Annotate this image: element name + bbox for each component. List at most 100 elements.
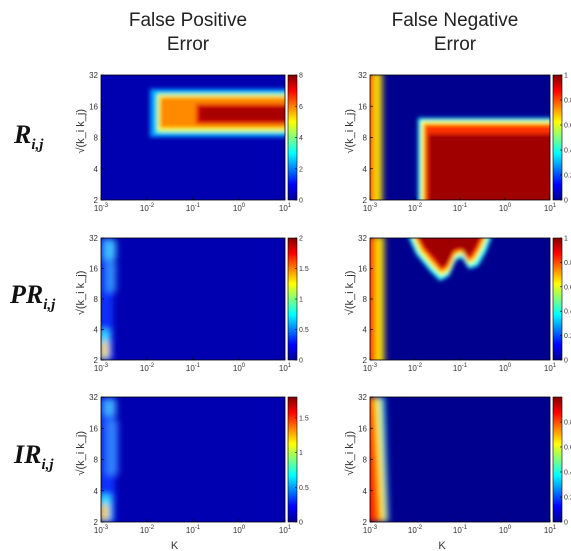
y-axis-label: √(k_i k_j) <box>344 271 356 316</box>
column-title-line-1: False Negative <box>392 10 519 31</box>
x-tick-label: 10-3 <box>94 203 109 213</box>
y-tick-label: 8 <box>94 456 99 465</box>
y-tick-label: 2 <box>363 196 368 205</box>
axes-0-0: 10-3 10-2 10-1 100 101 2 4 8 16 32 √(k_i k_j) 0 2 4 6 8 <box>75 71 303 213</box>
colorbar-tick-label: 0 <box>564 520 568 527</box>
x-tick-label: 10-3 <box>94 525 109 535</box>
y-tick-label: 16 <box>89 265 98 274</box>
row-label-pr: PRi,j <box>9 280 56 313</box>
y-tick-label: 16 <box>358 102 367 111</box>
x-tick-label: 10-3 <box>363 525 378 535</box>
y-tick-label: 4 <box>363 165 368 174</box>
x-tick-label: 10-2 <box>140 203 155 213</box>
x-tick-label: 101 <box>279 525 292 535</box>
colorbar-tick-label: 0.8 <box>564 260 571 267</box>
colorbar-tick-label: 0 <box>564 358 568 365</box>
column-title-false-negative: False Negative Error <box>392 10 519 55</box>
heatmap-panel-r-false-negative <box>370 75 550 200</box>
x-tick-label: 100 <box>499 363 512 373</box>
x-tick-label: 100 <box>233 203 246 213</box>
y-tick-label: 4 <box>363 487 368 496</box>
colorbar-tick-label: 0.6 <box>564 445 571 452</box>
colorbar-tick-label: 0.2 <box>564 173 571 180</box>
colorbar-tick-label: 0.2 <box>564 495 571 502</box>
y-tick-label: 2 <box>94 518 99 527</box>
colorbar-tick-label: 0.2 <box>564 333 571 340</box>
y-axis-label: √(k_i k_j) <box>75 271 87 316</box>
y-tick-label: 16 <box>89 102 98 111</box>
y-axis-label: √(k_i k_j) <box>75 431 87 476</box>
x-tick-label: 10-1 <box>186 363 201 373</box>
colorbar-tick-label: 0 <box>299 520 303 527</box>
x-tick-label: 10-1 <box>453 525 468 535</box>
colorbar-tick-label: 6 <box>299 104 303 111</box>
colorbar-tick-label: 1 <box>299 297 303 304</box>
colorbar-tick-label: 1.5 <box>299 415 309 422</box>
colorbar-tick-label: 1.5 <box>299 266 309 273</box>
axes-0-1: 10-3 10-2 10-1 100 101 2 4 8 16 32 √(k_i k_j) 0 0.2 0… <box>344 71 571 213</box>
colorbar-tick-label: 0.5 <box>299 327 309 334</box>
colorbar-tick-label: 2 <box>299 236 303 243</box>
colorbar-tick-label: 0 <box>299 358 303 365</box>
y-tick-label: 4 <box>94 165 99 174</box>
colorbar <box>552 237 563 361</box>
colorbar <box>552 74 563 201</box>
colorbar-tick-label: 0.6 <box>564 123 571 130</box>
x-tick-label: 10-2 <box>140 525 155 535</box>
y-tick-label: 2 <box>94 356 99 365</box>
colorbar <box>287 396 298 523</box>
y-axis-label: √(k_i k_j) <box>75 109 87 154</box>
y-tick-label: 16 <box>358 424 367 433</box>
x-tick-label: 10-2 <box>140 363 155 373</box>
column-title-line-2: Error <box>434 34 477 55</box>
colorbar-tick-label: 0.8 <box>564 98 571 105</box>
y-tick-label: 8 <box>363 456 368 465</box>
y-tick-label: 2 <box>363 518 368 527</box>
x-tick-label: 10-2 <box>408 363 423 373</box>
y-tick-label: 32 <box>89 71 98 80</box>
column-title-line-1: False Positive <box>129 10 247 31</box>
y-tick-label: 4 <box>94 487 99 496</box>
colorbar-tick-label: 0 <box>299 198 303 205</box>
column-title-line-2: Error <box>167 34 210 55</box>
y-tick-label: 8 <box>94 295 99 304</box>
x-tick-label: 10-3 <box>363 363 378 373</box>
x-tick-label: 100 <box>499 525 512 535</box>
axes-2-1: 10-3 10-2 10-1 100 101 2 4 8 16 32 √(k_i k_j) 0 0.2 0… <box>344 393 571 535</box>
x-tick-label: 100 <box>233 525 246 535</box>
x-axis-label: K <box>171 540 179 551</box>
colorbar <box>552 396 563 523</box>
axes-1-0: 10-3 10-2 10-1 100 101 2 4 8 16 32 √(k_i k_j) 0 0.5 1… <box>75 234 309 373</box>
x-tick-label: 101 <box>544 363 557 373</box>
colorbar-tick-label: 0.4 <box>564 309 571 316</box>
y-tick-label: 32 <box>358 393 367 402</box>
y-tick-label: 4 <box>94 326 99 335</box>
x-tick-label: 101 <box>544 203 557 213</box>
colorbar-tick-label: 1 <box>564 236 568 243</box>
y-tick-label: 32 <box>89 393 98 402</box>
x-tick-label: 10-3 <box>363 203 378 213</box>
colorbar-tick-label: 0.8 <box>564 420 571 427</box>
colorbar-tick-label: 0 <box>564 198 568 205</box>
y-tick-label: 16 <box>89 424 98 433</box>
column-title-false-positive: False Positive Error <box>129 10 247 55</box>
row-label-r: Ri,j <box>13 120 44 153</box>
x-axis-label: K <box>438 540 446 551</box>
heatmap-panel-ir-false-positive <box>101 397 285 522</box>
colorbar-tick-label: 0.4 <box>564 148 571 155</box>
y-tick-label: 32 <box>89 234 98 243</box>
heatmap-panel-r-false-positive <box>101 75 285 200</box>
x-tick-label: 10-1 <box>186 203 201 213</box>
y-axis-label: √(k_i k_j) <box>344 109 356 154</box>
x-tick-label: 10-1 <box>453 363 468 373</box>
x-tick-label: 10-1 <box>186 525 201 535</box>
x-tick-label: 101 <box>279 363 292 373</box>
y-tick-label: 2 <box>94 196 99 205</box>
x-tick-label: 10-3 <box>94 363 109 373</box>
x-tick-label: 100 <box>499 203 512 213</box>
colorbar-tick-label: 0.6 <box>564 284 571 291</box>
row-label-ir: IRi,j <box>13 440 54 473</box>
x-tick-label: 10-2 <box>408 525 423 535</box>
